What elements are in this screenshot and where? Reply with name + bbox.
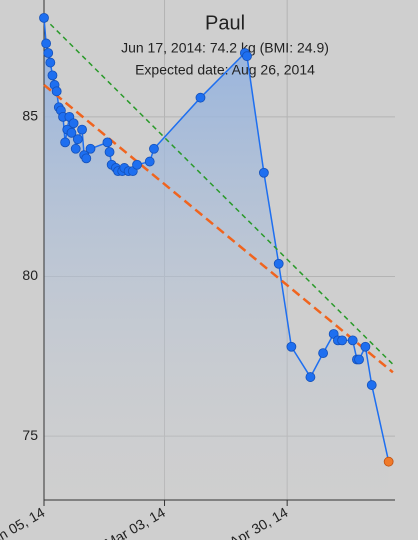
data-point (60, 137, 71, 148)
data-point (70, 143, 81, 154)
annotation: Expected date: Aug 26, 2014 (135, 62, 315, 78)
data-point (41, 38, 52, 49)
data-point (132, 159, 142, 170)
data-point (66, 127, 77, 138)
chart-title: Paul (205, 12, 245, 34)
trend-line (43, 17, 394, 365)
data-point (273, 258, 284, 269)
data-point (104, 147, 115, 157)
data-point (77, 124, 87, 135)
data-point (337, 335, 348, 346)
data-point (195, 92, 206, 103)
data-point (68, 118, 79, 129)
data-point (383, 456, 394, 467)
data-point (85, 143, 96, 154)
data-point (366, 380, 377, 390)
data-point (242, 51, 252, 62)
data-point (318, 348, 329, 359)
data-point (259, 167, 269, 178)
y-tick-label: 75 (22, 427, 38, 443)
data-point (43, 48, 54, 58)
data-point (45, 57, 56, 68)
data-point (144, 156, 155, 167)
y-tick-label: 85 (22, 108, 38, 124)
data-point (39, 12, 49, 23)
x-tick-label: Apr 30, 14 (227, 504, 291, 540)
trend-line (43, 83, 394, 374)
x-tick-label: Mar 03, 14 (102, 504, 168, 540)
data-point (354, 354, 364, 365)
data-point (47, 70, 58, 81)
x-tick-label: Jan 05, 14 (0, 504, 48, 540)
data-point (81, 153, 92, 164)
data-point (360, 341, 371, 352)
data-point (149, 143, 159, 154)
data-point (305, 372, 316, 382)
subtitle: Jun 17, 2014: 74.2 kg (BMI: 24.9) (121, 40, 329, 56)
data-point (51, 86, 62, 97)
data-point (102, 137, 113, 148)
data-point (72, 134, 83, 145)
data-point (347, 335, 358, 346)
area (44, 17, 389, 501)
data-point (286, 341, 297, 352)
y-tick-label: 80 (22, 267, 38, 283)
